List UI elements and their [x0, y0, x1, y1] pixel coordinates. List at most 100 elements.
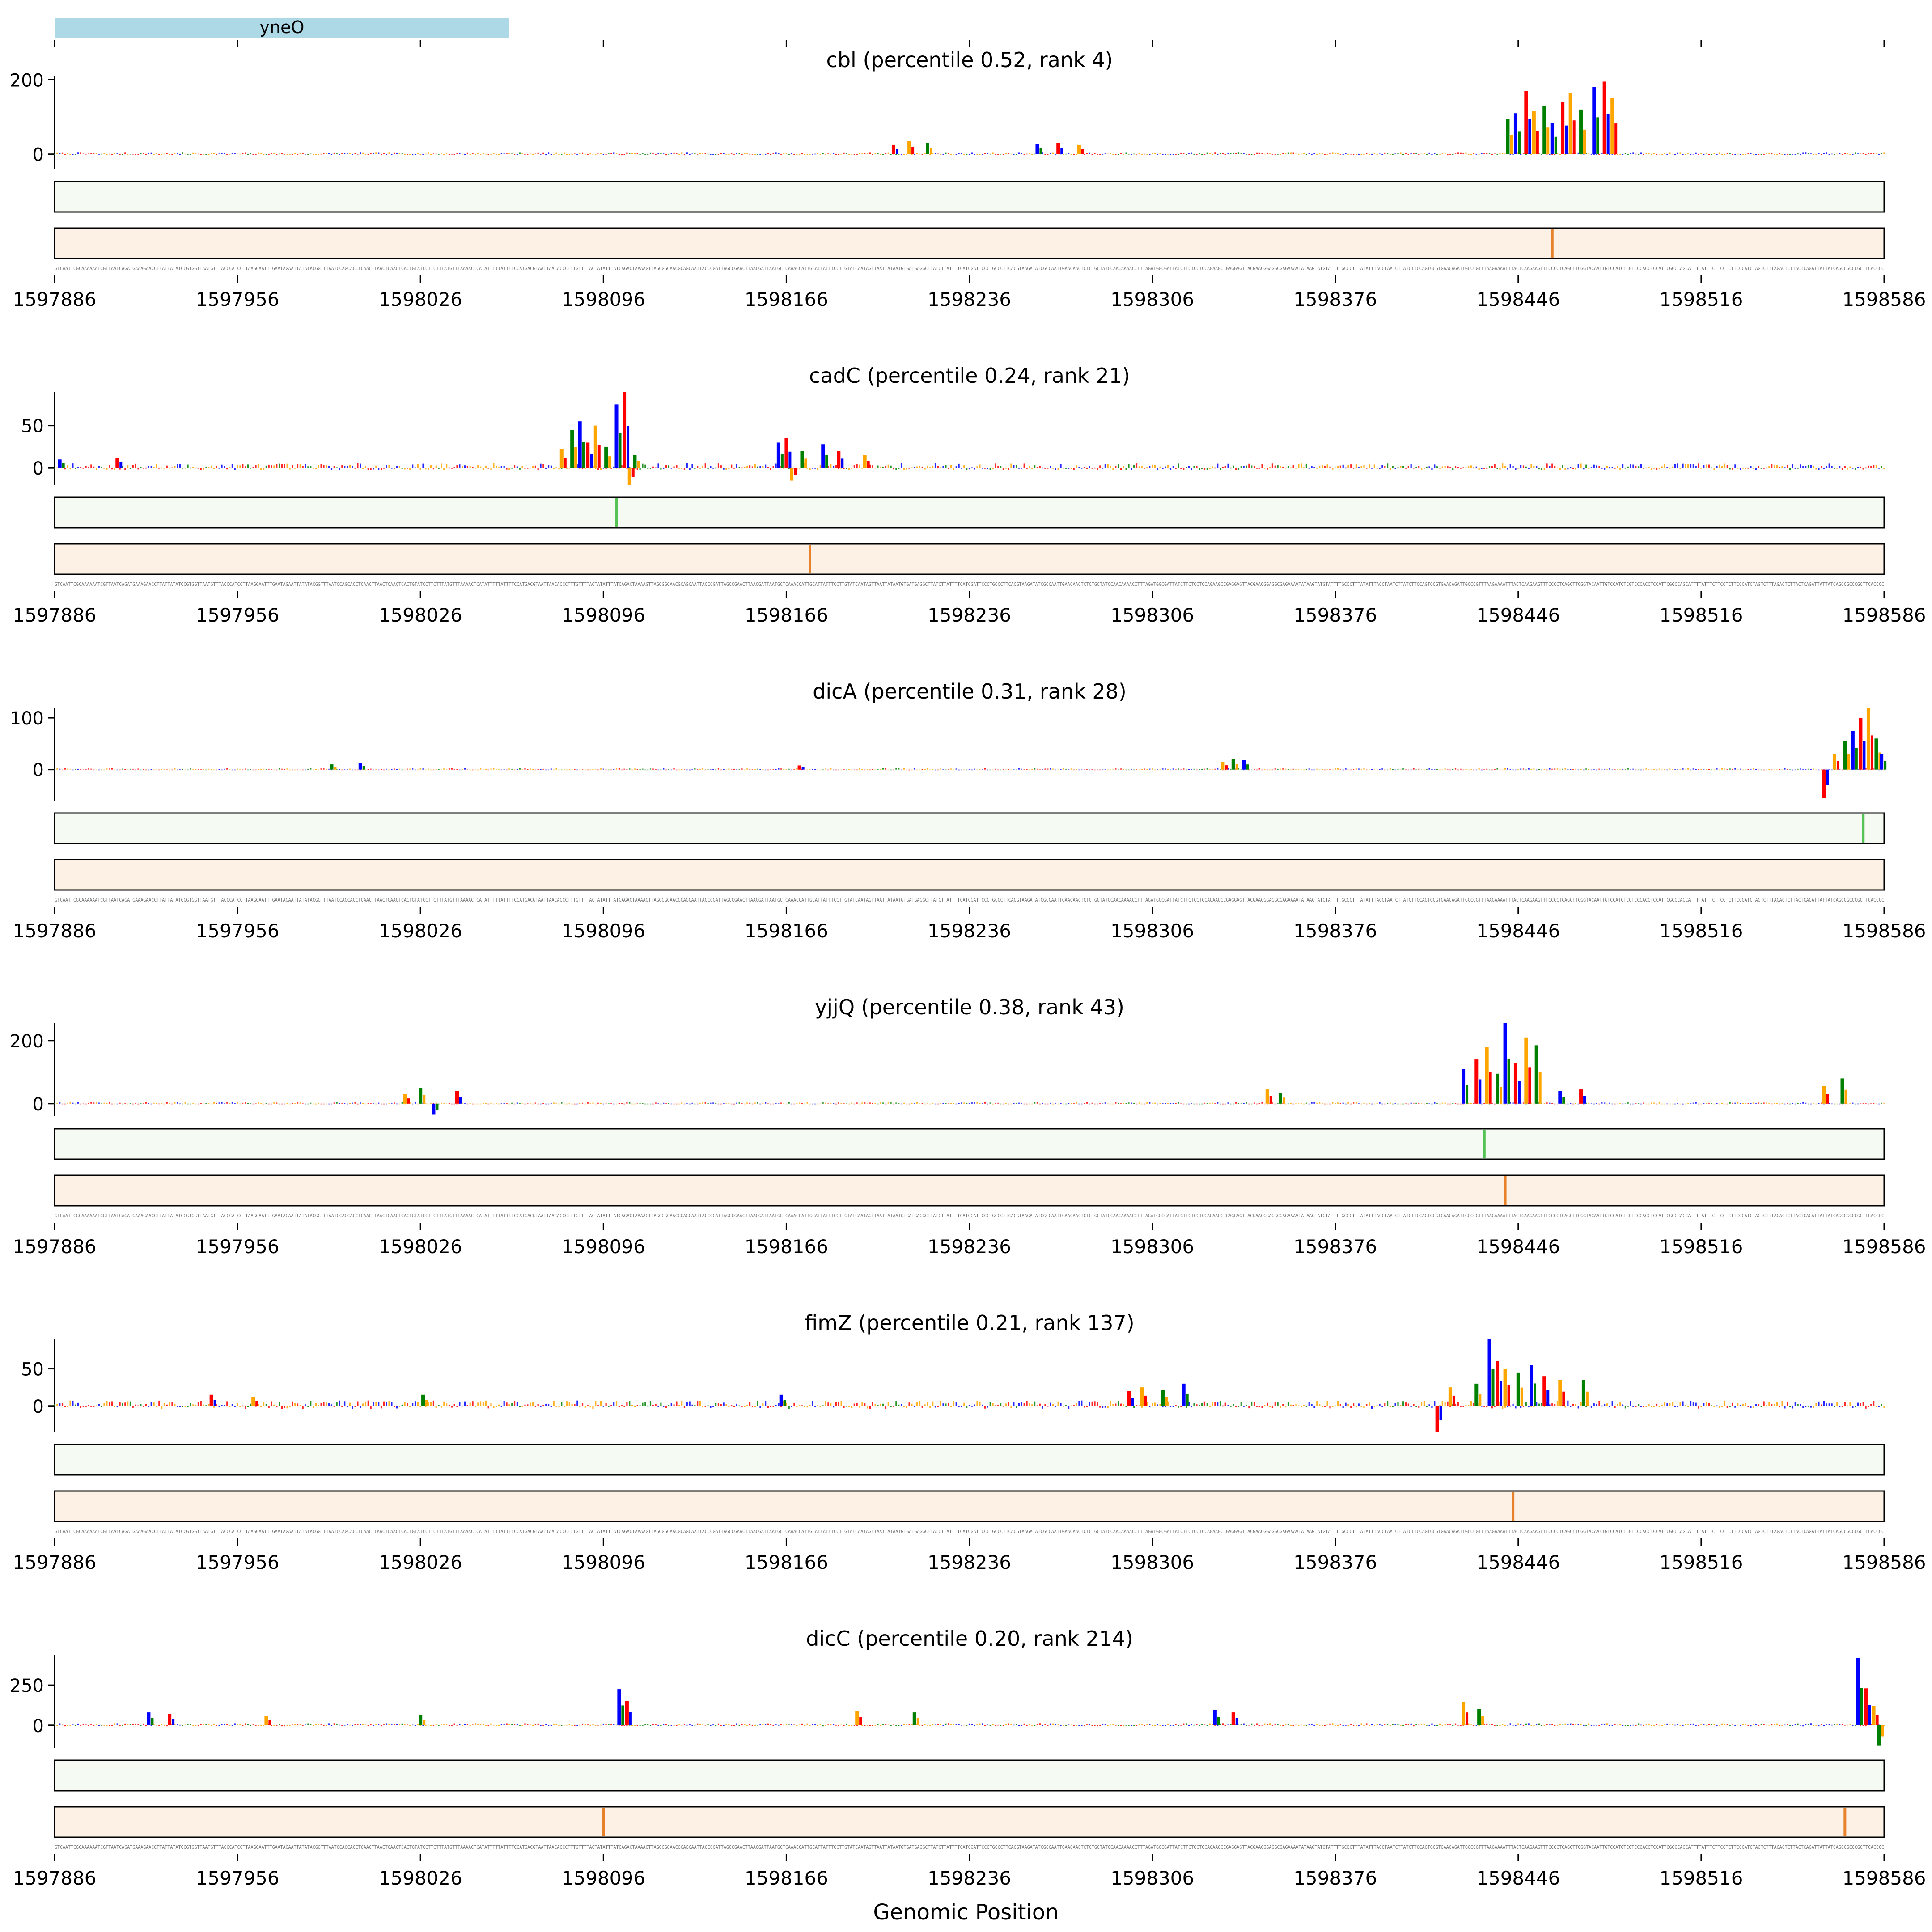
logo-letter [1784, 768, 1786, 770]
logo-letter [1339, 1724, 1341, 1725]
logo-letter [767, 153, 769, 154]
logo-letter [360, 152, 361, 154]
logo-letter [158, 1400, 160, 1406]
logo-letter [1457, 1725, 1459, 1726]
logo-letter [289, 468, 291, 470]
logo-letter [1256, 1723, 1258, 1725]
logo-letter [1883, 1725, 1885, 1726]
logo-letter [1301, 463, 1302, 468]
logo-letter [1094, 1401, 1096, 1406]
logo-letter [1841, 769, 1843, 771]
logo-letter [1585, 1406, 1587, 1407]
logo-letter [213, 468, 215, 469]
logo-letter [534, 1406, 536, 1407]
logo-letter [767, 1723, 769, 1725]
logo-letter [1214, 152, 1216, 154]
logo-letter [56, 1725, 58, 1726]
logo-letter [832, 1103, 835, 1104]
logo-letter [195, 1404, 197, 1406]
logo-letter [184, 1102, 186, 1104]
logo-letter [1703, 465, 1705, 468]
logo-letter [195, 769, 197, 770]
logo-letter [1159, 1103, 1161, 1104]
logo-letter [1000, 466, 1002, 468]
logo-letter [898, 1103, 900, 1104]
logo-letter [1703, 769, 1705, 770]
logo-letter [344, 153, 346, 154]
logo-letter [597, 153, 599, 155]
logo-letter [864, 153, 866, 154]
logo-letter [1154, 1725, 1156, 1726]
logo-letter [1692, 1102, 1694, 1104]
logo-letter [1862, 153, 1864, 154]
logo-letter [772, 1725, 774, 1726]
logo-letter [1575, 768, 1576, 770]
logo-letter [929, 467, 931, 468]
logo-letter [462, 769, 463, 770]
logo-letter [1507, 1724, 1509, 1726]
logo-peak [1530, 1365, 1534, 1406]
logo-letter [386, 154, 387, 155]
logo-letter [584, 1724, 586, 1725]
logo-letter [1326, 154, 1328, 155]
logo-letter [1373, 1725, 1375, 1726]
logo-letter [1768, 1103, 1770, 1104]
logo-letter [613, 769, 615, 770]
logo-letter [1651, 1406, 1652, 1407]
logo-letter [968, 468, 970, 470]
logo-letter [728, 1724, 730, 1725]
logo-letter [715, 1102, 717, 1104]
logo-letter [1428, 768, 1430, 770]
logo-letter [856, 1102, 858, 1104]
logo-letter [456, 769, 458, 770]
logo-letter [1742, 1404, 1744, 1406]
logo-letter [1669, 768, 1671, 770]
logo-letter [409, 468, 411, 470]
logo-letter [414, 154, 416, 155]
logo-letter [1870, 153, 1872, 154]
logo-letter [634, 468, 636, 469]
logo-letter [1802, 1102, 1804, 1104]
logo-letter [1468, 769, 1470, 771]
logo-letter [1742, 1724, 1744, 1725]
logo-peak [1534, 1383, 1537, 1406]
logo-letter [592, 466, 594, 468]
logo-letter [976, 1102, 978, 1104]
logo-letter [893, 1724, 894, 1725]
logo-letter [1784, 1724, 1786, 1726]
logo-letter [1520, 465, 1522, 468]
logo-letter [1402, 1103, 1404, 1105]
logo-letter [508, 768, 510, 770]
logo-letter [456, 1103, 458, 1105]
logo-letter [1596, 154, 1597, 155]
logo-letter [1316, 1401, 1318, 1406]
logo-letter [1491, 466, 1493, 468]
logo-letter [1509, 464, 1511, 468]
logo-letter [1792, 1406, 1794, 1409]
logo-letter [1747, 1725, 1749, 1726]
logo-letter [101, 467, 102, 468]
logo-letter [725, 1103, 727, 1104]
logo-letter [649, 1103, 652, 1105]
logo-letter [1784, 1406, 1786, 1409]
logo-letter [895, 154, 897, 155]
logo-letter [1481, 1406, 1483, 1407]
logo-letter [218, 1406, 220, 1407]
logo-letter [835, 769, 837, 771]
logo-letter [697, 1401, 699, 1406]
logo-letter [1368, 463, 1370, 468]
logo-letter [428, 768, 429, 770]
logo-letter [770, 769, 771, 770]
logo-letter [177, 769, 178, 771]
logo-letter [1695, 1725, 1697, 1726]
logo-letter [846, 153, 847, 154]
logo-letter [1802, 1725, 1804, 1727]
logo-letter [720, 1404, 722, 1406]
logo-peak [334, 767, 337, 770]
logo-letter [1672, 466, 1674, 468]
logo-letter [1180, 152, 1182, 154]
logo-letter [336, 153, 338, 154]
logo-letter [1073, 1405, 1075, 1406]
logo-letter [506, 153, 508, 154]
logo-letter [1627, 154, 1629, 155]
